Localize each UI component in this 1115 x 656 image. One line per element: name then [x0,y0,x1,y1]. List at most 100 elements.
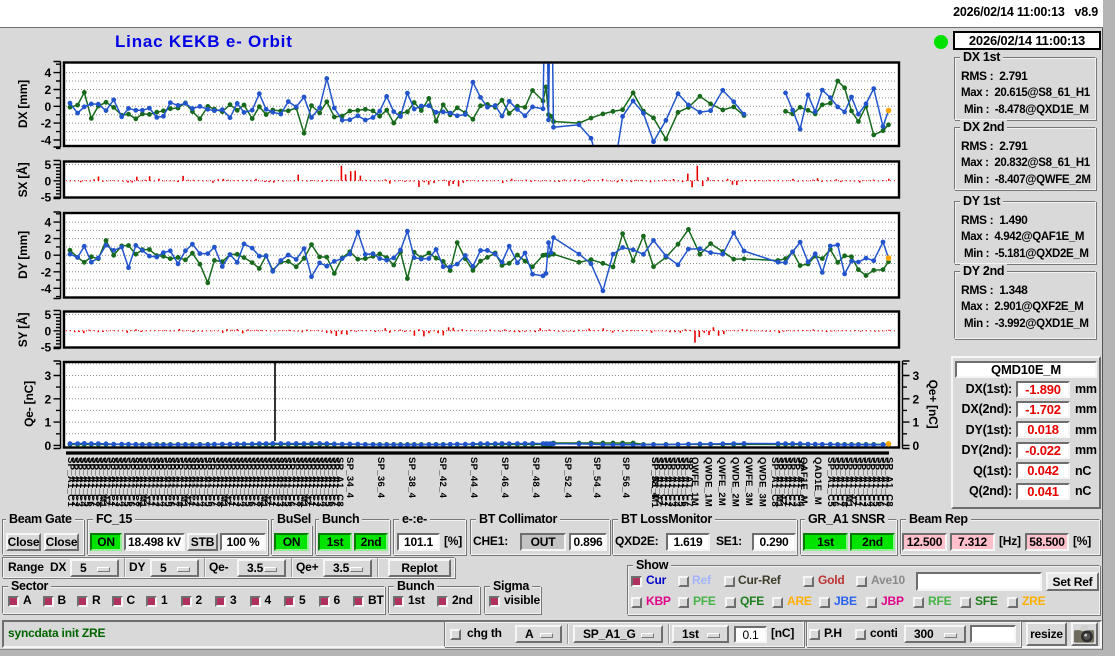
svg-text:SP_A1_C8: SP_A1_C8 [839,457,850,507]
svg-text:3: 3 [913,369,920,383]
svg-text:SP_A1_C8: SP_A1_C8 [254,457,265,507]
svg-text:SP_A1_C3: SP_A1_C3 [861,457,872,507]
svg-text:SP_A1_C7: SP_A1_C7 [330,457,341,507]
svg-text:QWFE_2M: QWFE_2M [716,457,727,506]
svg-text:SP_A1_C5: SP_A1_C5 [121,457,132,507]
svg-text:SP_34_4: SP_34_4 [344,457,355,499]
svg-text:SP_A1_C7: SP_A1_C7 [879,457,890,507]
svg-text:SP_A1_C2: SP_A1_C2 [786,457,797,507]
svg-text:4: 4 [45,66,52,80]
svg-text:SP_A1_C7: SP_A1_C7 [683,457,694,507]
svg-text:0: 0 [45,324,52,338]
svg-text:SP_A1_C2: SP_A1_C2 [230,457,241,507]
svg-text:SP_A1_C4: SP_A1_C4 [671,457,682,507]
svg-text:0: 0 [45,174,52,188]
svg-text:SP_A1_C1: SP_A1_C1 [226,457,237,507]
svg-text:SP_A1_C4: SP_A1_C4 [795,457,806,507]
svg-text:SP_A1_C8: SP_A1_C8 [174,457,185,507]
svg-text:SP_A1_C1: SP_A1_C1 [782,457,793,507]
svg-text:SP_44_4: SP_44_4 [468,457,479,499]
svg-text:2: 2 [45,83,52,97]
svg-text:QAF1E_M: QAF1E_M [798,457,809,504]
svg-text:SP_A1_C8: SP_A1_C8 [294,457,305,507]
svg-text:0: 0 [45,439,52,453]
svg-text:SP_A1_C4: SP_A1_C4 [158,457,169,507]
svg-text:SP_42_4: SP_42_4 [437,457,448,499]
svg-text:SP_A1_C1: SP_A1_C1 [65,457,76,507]
svg-text:SP_A1_C3: SP_A1_C3 [791,457,802,507]
svg-text:Qe+ [nC]: Qe+ [nC] [926,380,940,429]
svg-text:SP_56_4: SP_56_4 [620,457,631,499]
svg-text:SP_A1_M1: SP_A1_M1 [649,457,660,508]
svg-text:SP_A1_C3: SP_A1_C3 [113,457,124,507]
svg-text:DY [mm]: DY [mm] [16,231,30,279]
svg-text:SP_A1_C1: SP_A1_C1 [852,457,863,507]
svg-text:SP_A1_C2: SP_A1_C2 [69,457,80,507]
svg-text:SP_A1_C3: SP_A1_C3 [73,457,84,507]
svg-text:SP_A1_C5: SP_A1_C5 [162,457,173,507]
svg-text:QWFE_3M: QWFE_3M [743,457,754,506]
svg-text:SY [Å]: SY [Å] [15,313,30,348]
svg-text:SP_A1_42: SP_A1_42 [222,457,233,505]
svg-text:SP_A1_42: SP_A1_42 [302,457,313,505]
svg-text:5: 5 [45,308,52,322]
svg-text:2: 2 [45,392,52,406]
svg-text:-2: -2 [41,265,52,279]
svg-text:SP_A1_C2: SP_A1_C2 [150,457,161,507]
svg-text:Qe- [nC]: Qe- [nC] [22,381,36,427]
svg-text:SP_A1_42: SP_A1_42 [141,457,152,505]
svg-text:SP_A1_C7: SP_A1_C7 [170,457,181,507]
svg-text:SP_A1_C6: SP_A1_C6 [166,457,177,507]
svg-text:SP_A1_C8: SP_A1_C8 [93,457,104,507]
svg-text:SP_A1_C4: SP_A1_C4 [318,457,329,507]
svg-text:SP_A1_C1: SP_A1_C1 [105,457,116,507]
svg-text:QWDE_3M: QWDE_3M [757,457,768,507]
svg-text:SP_A1_C3: SP_A1_C3 [234,457,245,507]
svg-text:SP_A1_M1: SP_A1_M1 [178,457,189,508]
svg-text:SP_48_4: SP_48_4 [530,457,541,499]
svg-text:1: 1 [45,416,52,430]
svg-text:SP_A1_C6: SP_A1_C6 [286,457,297,507]
svg-text:5: 5 [45,158,52,172]
svg-text:-4: -4 [41,134,52,148]
svg-text:SP_A1_M1: SP_A1_M1 [218,457,229,508]
svg-text:SP_A1_C6: SP_A1_C6 [125,457,136,507]
svg-text:SP_A1_C8: SP_A1_C8 [769,457,780,507]
svg-text:SP_A1_C8: SP_A1_C8 [214,457,225,507]
svg-text:SP_A1_42: SP_A1_42 [101,457,112,505]
svg-text:SP_38_4: SP_38_4 [406,457,417,499]
svg-text:4: 4 [45,216,52,230]
svg-text:SP_A1_M1: SP_A1_M1 [97,457,108,508]
svg-text:SP_A1_C6: SP_A1_C6 [679,457,690,507]
svg-text:SP_46_4: SP_46_4 [499,457,510,499]
svg-text:0: 0 [913,439,920,453]
svg-text:SP_A1_C3: SP_A1_C3 [666,457,677,507]
svg-text:SP_A1_C2: SP_A1_C2 [109,457,120,507]
svg-text:SP_A1_C6: SP_A1_C6 [206,457,217,507]
svg-text:SP_A1_C1: SP_A1_C1 [145,457,156,507]
svg-text:SP_A1_C5: SP_A1_C5 [81,457,92,507]
svg-text:SP_A1_C7: SP_A1_C7 [129,457,140,507]
svg-text:SP_A1_C5: SP_A1_C5 [282,457,293,507]
svg-text:QWDE_1M: QWDE_1M [703,457,714,507]
svg-text:SP_A1_C1: SP_A1_C1 [266,457,277,507]
svg-text:SP_A1_C7: SP_A1_C7 [210,457,221,507]
svg-text:SP_A1_C8: SP_A1_C8 [884,457,895,507]
svg-text:SP_A1_C1: SP_A1_C1 [658,457,669,507]
svg-text:QWFE_1M: QWFE_1M [689,457,700,506]
svg-text:SP_A1_M1: SP_A1_M1 [843,457,854,508]
svg-text:SP_A1_C2: SP_A1_C2 [190,457,201,507]
svg-text:SP_54_4: SP_54_4 [591,457,602,499]
svg-text:SP_A1_C7: SP_A1_C7 [89,457,100,507]
svg-text:2: 2 [913,392,920,406]
svg-text:SP_A1_C7: SP_A1_C7 [290,457,301,507]
svg-text:SP_A1_42: SP_A1_42 [653,457,664,505]
svg-text:1: 1 [913,416,920,430]
svg-text:SP_58_4: SP_58_4 [649,457,660,499]
svg-text:SP_A1_C4: SP_A1_C4 [278,457,289,507]
svg-text:SP_A1_M1: SP_A1_M1 [298,457,309,508]
svg-text:SP_A1_C1: SP_A1_C1 [306,457,317,507]
svg-text:SP_A1_C6: SP_A1_C6 [875,457,886,507]
svg-text:SP_36_4: SP_36_4 [375,457,386,499]
svg-text:SP_A1_C4: SP_A1_C4 [238,457,249,507]
